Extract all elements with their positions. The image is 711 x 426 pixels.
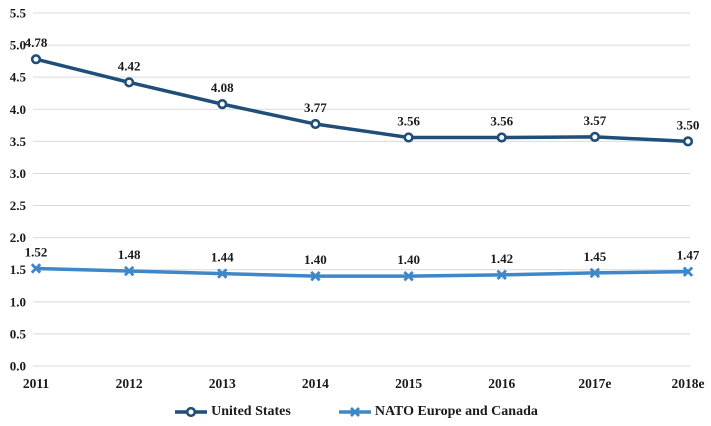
- x-tick-label: 2015: [395, 376, 422, 391]
- data-label-nato-europe-and-canada: 1.52: [25, 244, 48, 259]
- series-line-united-states: [35, 57, 689, 144]
- data-label-united-states: 3.77: [304, 100, 327, 115]
- y-tick-label: 3.5: [10, 134, 27, 149]
- y-tick-label: 1.5: [10, 262, 27, 277]
- x-tick-label: 2013: [209, 376, 236, 391]
- marker-nato-europe-and-canada: [310, 270, 321, 282]
- x-tick-label: 2012: [116, 376, 143, 391]
- marker-nato-europe-and-canada: [403, 270, 414, 282]
- x-tick-label: 2016: [488, 376, 515, 391]
- y-tick-label: 2.0: [10, 230, 26, 245]
- legend-label-united-states: United States: [211, 404, 291, 419]
- marker-nato-europe-and-canada: [496, 269, 507, 281]
- data-label-united-states: 3.50: [677, 117, 700, 132]
- data-label-nato-europe-and-canada: 1.44: [211, 250, 234, 265]
- legend-item-united-states: United States: [173, 404, 291, 420]
- marker-nato-europe-and-canada: [217, 268, 228, 279]
- marker-united-states: [30, 54, 42, 65]
- legend-label-nato-europe-and-canada: NATO Europe and Canada: [374, 404, 538, 419]
- data-label-nato-europe-and-canada: 1.45: [583, 249, 606, 264]
- marker-nato-europe-and-canada: [682, 266, 694, 277]
- marker-united-states: [403, 132, 414, 143]
- data-label-united-states: 4.78: [25, 35, 48, 50]
- y-tick-label: 0.0: [10, 359, 26, 374]
- y-tick-label: 0.5: [10, 326, 27, 341]
- data-label-united-states: 3.56: [397, 114, 420, 129]
- data-label-united-states: 3.57: [583, 113, 606, 128]
- legend-item-nato-europe-and-canada: NATO Europe and Canada: [337, 404, 538, 420]
- nato-europe-canada-line-marker-icon: [338, 407, 371, 417]
- y-tick-label: 4.0: [10, 102, 26, 117]
- data-label-nato-europe-and-canada: 1.48: [118, 247, 141, 262]
- data-label-united-states: 4.08: [211, 80, 234, 95]
- data-label-united-states: 4.42: [118, 58, 141, 73]
- x-tick-label: 2017e: [578, 376, 611, 391]
- united-states-line-marker-icon: [175, 406, 208, 418]
- data-label-united-states: 3.56: [490, 114, 513, 129]
- data-label-nato-europe-and-canada: 1.47: [677, 248, 700, 263]
- marker-nato-europe-and-canada: [30, 263, 42, 274]
- marker-nato-europe-and-canada: [589, 267, 601, 279]
- data-label-nato-europe-and-canada: 1.40: [397, 252, 420, 267]
- marker-united-states: [124, 77, 135, 88]
- marker-united-states: [310, 118, 321, 130]
- data-label-nato-europe-and-canada: 1.42: [490, 251, 513, 266]
- plot-area: 0.0 0.5 1.0 1.5 2.0 2.5 3.0 3.5 4.0 4.5 5.0 5.5 2011…: [10, 6, 705, 392]
- y-tick-label: 1.0: [10, 294, 26, 309]
- y-tick-label: 3.0: [10, 166, 26, 181]
- y-tick-label: 5.5: [10, 6, 27, 21]
- marker-nato-europe-and-canada: [123, 265, 135, 277]
- x-tick-label: 2011: [23, 376, 50, 391]
- series-line-nato-europe-and-canada: [35, 266, 689, 278]
- y-tick-label: 2.5: [10, 198, 27, 213]
- data-label-nato-europe-and-canada: 1.40: [304, 252, 327, 267]
- marker-united-states: [496, 132, 507, 143]
- x-tick-label: 2014: [302, 376, 329, 391]
- chart-legend: United States NATO Europe and Canada: [0, 398, 711, 426]
- marker-united-states: [217, 99, 228, 110]
- marker-united-states: [682, 136, 694, 147]
- x-tick-label: 2018e: [672, 376, 705, 391]
- y-tick-label: 4.5: [10, 70, 27, 85]
- marker-united-states: [589, 131, 600, 142]
- y-tick-label: 5.0: [10, 38, 26, 53]
